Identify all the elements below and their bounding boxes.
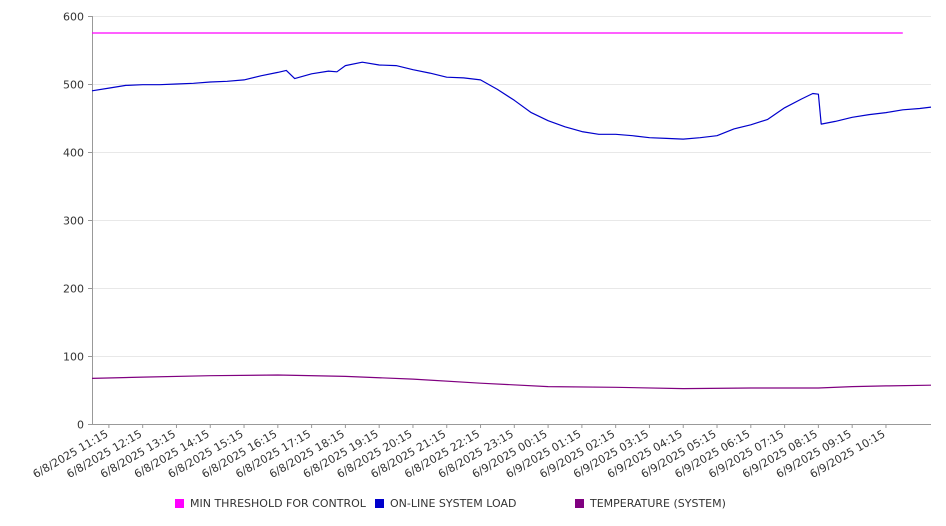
y-tick-label: 200 [63, 283, 84, 296]
legend-item-min-threshold: MIN THRESHOLD FOR CONTROL [175, 497, 366, 510]
x-axis: 6/8/2025 11:156/8/2025 12:156/8/2025 13:… [31, 424, 931, 481]
grid-lines [92, 16, 931, 425]
line-chart: 0 100 200 300 400 500 600 6/8/2025 11:156/8/20… [31, 11, 932, 481]
legend-item-system-load: ON-LINE SYSTEM LOAD [375, 497, 516, 510]
legend-label-temperature: TEMPERATURE (SYSTEM) [590, 497, 726, 510]
y-tick-label: 500 [63, 79, 84, 92]
y-tick-label: 300 [63, 215, 84, 228]
y-tick-label: 600 [63, 11, 84, 24]
legend-label-system-load: ON-LINE SYSTEM LOAD [390, 497, 517, 510]
series-line-2 [91, 374, 932, 390]
series-lines [91, 32, 932, 390]
legend-swatch-system-load [375, 499, 384, 508]
legend-swatch-min-threshold [175, 499, 184, 508]
y-axis: 0 100 200 300 400 500 600 [63, 11, 93, 432]
legend: MIN THRESHOLD FOR CONTROL ON-LINE SYSTEM… [0, 497, 946, 513]
legend-swatch-temperature [575, 499, 584, 508]
legend-item-temperature: TEMPERATURE (SYSTEM) [575, 497, 726, 510]
y-tick-label: 400 [63, 147, 84, 160]
y-tick-label: 0 [77, 419, 84, 432]
legend-label-min-threshold: MIN THRESHOLD FOR CONTROL [190, 497, 366, 510]
y-tick-label: 100 [63, 351, 84, 364]
series-line-1 [91, 61, 932, 140]
